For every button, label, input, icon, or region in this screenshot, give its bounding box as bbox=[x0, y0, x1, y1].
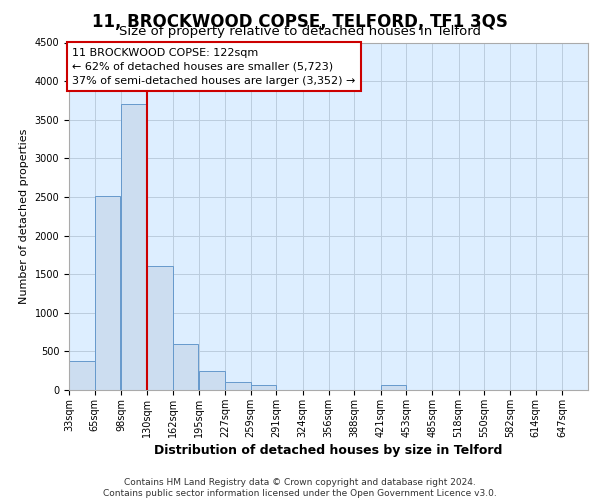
Bar bbox=[251, 386, 276, 390]
Bar bbox=[173, 344, 199, 390]
Bar bbox=[225, 382, 251, 390]
Text: 11, BROCKWOOD COPSE, TELFORD, TF1 3QS: 11, BROCKWOOD COPSE, TELFORD, TF1 3QS bbox=[92, 12, 508, 30]
Bar bbox=[199, 372, 225, 390]
Y-axis label: Number of detached properties: Number of detached properties bbox=[19, 128, 29, 304]
Bar bbox=[95, 196, 121, 390]
Bar bbox=[147, 266, 173, 390]
Bar bbox=[381, 386, 406, 390]
Bar bbox=[121, 104, 147, 390]
Text: Size of property relative to detached houses in Telford: Size of property relative to detached ho… bbox=[119, 25, 481, 38]
Text: Contains HM Land Registry data © Crown copyright and database right 2024.
Contai: Contains HM Land Registry data © Crown c… bbox=[103, 478, 497, 498]
Bar bbox=[69, 362, 95, 390]
Text: 11 BROCKWOOD COPSE: 122sqm
← 62% of detached houses are smaller (5,723)
37% of s: 11 BROCKWOOD COPSE: 122sqm ← 62% of deta… bbox=[72, 48, 356, 86]
X-axis label: Distribution of detached houses by size in Telford: Distribution of detached houses by size … bbox=[154, 444, 503, 457]
